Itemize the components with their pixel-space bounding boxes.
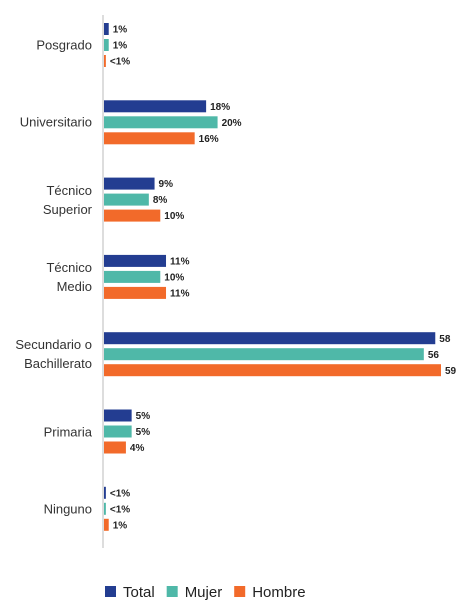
value-label: 1% <box>113 25 128 36</box>
category-label: Secundario o Bachillerato <box>15 337 92 372</box>
category-label: Universitario <box>19 114 92 130</box>
bar <box>104 254 167 267</box>
value-label: 11% <box>170 257 190 268</box>
bar <box>104 425 132 438</box>
legend-swatch <box>105 586 116 597</box>
value-label: 4% <box>130 443 145 454</box>
value-label: 8% <box>153 195 168 206</box>
bar <box>104 348 424 361</box>
bar <box>104 132 195 145</box>
value-label: 10% <box>164 273 184 284</box>
bar <box>104 332 436 345</box>
value-label: <1% <box>110 504 130 515</box>
bar <box>104 441 126 454</box>
value-label: 58 <box>439 334 451 345</box>
value-label: 59 <box>445 366 457 377</box>
bar <box>104 502 106 515</box>
value-label: 10% <box>164 211 184 222</box>
value-label: 5% <box>136 427 151 438</box>
bar <box>104 39 109 51</box>
value-label: 1% <box>113 520 128 531</box>
legend-swatch <box>166 586 178 597</box>
bar <box>104 518 109 531</box>
bar <box>104 23 109 35</box>
bar <box>104 100 207 113</box>
category-label: Ninguno <box>43 501 92 517</box>
value-label: 11% <box>170 289 190 300</box>
bar <box>104 177 155 190</box>
value-label: 9% <box>159 179 174 190</box>
legend-label: Hombre <box>252 584 305 601</box>
category-label: Técnico Medio <box>46 259 92 294</box>
legend-swatch <box>234 586 246 597</box>
bar <box>104 209 161 222</box>
bar <box>104 409 132 422</box>
legend-label: Total <box>123 584 155 601</box>
category-label: Primaria <box>43 424 92 439</box>
value-label: 5% <box>136 411 151 422</box>
category-label: Técnico Superior <box>42 182 92 217</box>
category-label: Posgrado <box>36 37 92 53</box>
bar <box>104 270 161 283</box>
value-label: 1% <box>113 41 128 52</box>
value-label: 18% <box>210 102 230 113</box>
value-label: 20% <box>222 118 242 129</box>
legend-label: Mujer <box>185 584 223 601</box>
bar <box>104 55 106 67</box>
value-label: 16% <box>199 134 219 145</box>
bar <box>104 486 106 499</box>
value-label: <1% <box>110 488 130 499</box>
bar <box>104 364 441 377</box>
value-label: 56 <box>428 350 440 361</box>
bar <box>104 193 149 206</box>
bar <box>104 116 218 129</box>
value-label: <1% <box>110 57 130 68</box>
bar <box>104 286 167 299</box>
